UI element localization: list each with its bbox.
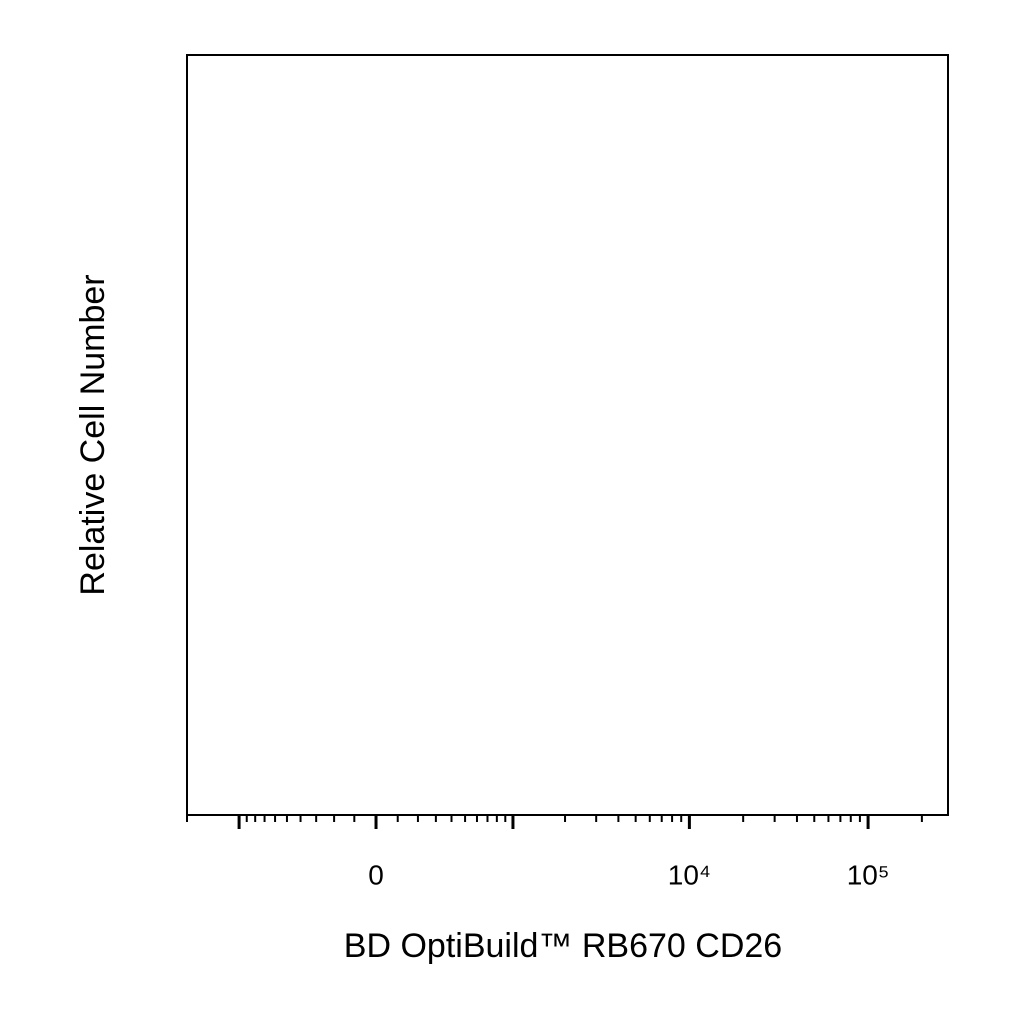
- x-tick-label: 10⁵: [847, 859, 890, 890]
- x-tick-label: 10⁴: [668, 859, 711, 890]
- x-axis-label: BD OptiBuild™ RB670 CD26: [344, 927, 782, 965]
- plot-frame: [186, 54, 949, 816]
- x-tick-label: 0: [368, 859, 384, 890]
- y-axis-label: Relative Cell Number: [74, 274, 112, 595]
